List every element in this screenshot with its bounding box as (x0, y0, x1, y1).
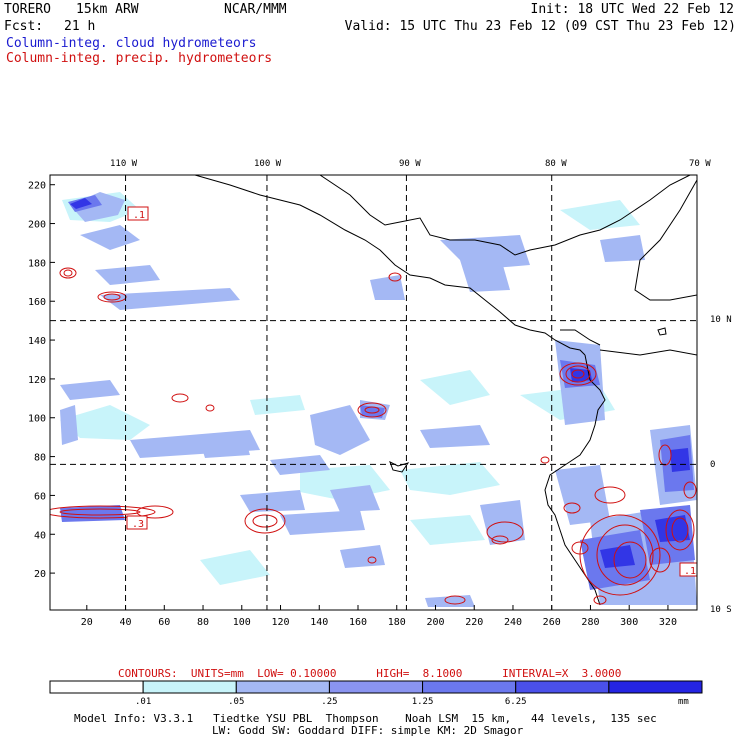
x-tick-label: 320 (659, 617, 677, 628)
forecast-label: Fcst: (4, 19, 44, 34)
y-tick-label: 200 (28, 220, 46, 231)
x-tick-label: 60 (158, 617, 170, 628)
longitude-labels: 110 W 100 W 90 W 80 W 70 W (110, 159, 711, 169)
color-bar-unit: mm (678, 697, 689, 707)
contour-label-1: .1 (127, 206, 149, 221)
lon-label-110w: 110 W (110, 159, 138, 169)
color-bin-label: 1.25 (412, 697, 434, 707)
model-info: Model Info: V3.3.1 Tiedtke YSU PBL Thomp… (74, 712, 657, 725)
init-time: Init: 18 UTC Wed 22 Feb 12 (530, 2, 735, 17)
x-tick-label: 180 (388, 617, 406, 628)
color-bin (235, 680, 330, 694)
model-resolution: 15km ARW (76, 2, 139, 17)
y-tick-label: 160 (28, 297, 46, 308)
x-tick-label: 240 (504, 617, 522, 628)
precip-contours (50, 267, 697, 605)
map-panel: .1 .3 .1 20 40 60 80 100 120 140 160 180 200 220 24… (28, 159, 732, 628)
y-tick-label: 40 (34, 530, 46, 541)
color-bin-label: .01 (135, 697, 151, 707)
map-frame (49, 174, 698, 611)
color-bin-label: .05 (228, 697, 244, 707)
valid-time: Valid: 15 UTC Thu 23 Feb 12 (09 CST Thu … (344, 19, 736, 34)
x-tick-label: 80 (197, 617, 209, 628)
contours-info: CONTOURS: UNITS=mm LOW= 0.10000 HIGH= 8.… (118, 667, 622, 680)
x-tick-label: 160 (349, 617, 367, 628)
y-tick-label: 60 (34, 491, 46, 502)
color-bin (608, 680, 703, 694)
contour-label-text: .3 (132, 519, 144, 530)
color-bin-label: 6.25 (505, 697, 527, 707)
lat-label-eq: 0 (710, 460, 715, 470)
x-tick-label: 40 (120, 617, 132, 628)
color-bin (142, 680, 237, 694)
color-bin (49, 680, 144, 694)
y-tick-label: 80 (34, 453, 46, 464)
x-tick-label: 140 (310, 617, 328, 628)
x-tick-label: 120 (271, 617, 289, 628)
model-name: TORERO (4, 2, 51, 17)
x-tick-label: 20 (81, 617, 93, 628)
color-bin (422, 680, 517, 694)
axes: 20 40 60 80 100 120 140 160 180 200 220 240 260 280 30… (28, 181, 677, 628)
y-tick-label: 120 (28, 375, 46, 386)
contour-label-text: .1 (133, 210, 145, 221)
x-tick-label: 220 (465, 617, 483, 628)
x-tick-label: 280 (581, 617, 599, 628)
color-bin-label: .25 (321, 697, 337, 707)
hydrometeor-field: .1 .3 .1 (50, 175, 697, 607)
model-center: NCAR/MMM (224, 2, 287, 17)
lat-label-10n: 10 N (710, 315, 732, 325)
lon-label-100w: 100 W (254, 159, 282, 169)
field-precip-title: Column-integ. precip. hydrometeors (6, 51, 273, 66)
contour-label-2: .3 (126, 515, 148, 530)
y-tick-label: 140 (28, 336, 46, 347)
coastlines (194, 175, 697, 606)
gridlines (50, 175, 697, 610)
forecast-hour: 21 h (64, 19, 96, 34)
y-tick-label: 20 (34, 569, 46, 580)
physics-info: LW: Godd SW: Goddard DIFF: simple KM: 2D… (212, 724, 524, 737)
x-tick-label: 260 (543, 617, 561, 628)
contour-label-text: .1 (684, 566, 696, 577)
y-tick-label: 100 (28, 414, 46, 425)
field-cloud-title: Column-integ. cloud hydrometeors (6, 36, 257, 51)
lat-label-10s: 10 S (710, 605, 732, 615)
contour-label-3: .1 (679, 562, 697, 577)
lon-label-90w: 90 W (399, 159, 421, 169)
x-tick-label: 300 (620, 617, 638, 628)
color-bin (515, 680, 610, 694)
x-tick-label: 100 (233, 617, 251, 628)
lon-label-70w: 70 W (689, 159, 711, 169)
cloud-light-areas (60, 192, 640, 585)
color-bar: .01 .05 .25 1.25 6.25 mm (49, 680, 703, 707)
x-tick-label: 200 (426, 617, 444, 628)
lon-label-80w: 80 W (545, 159, 567, 169)
y-tick-label: 180 (28, 258, 46, 269)
color-bin (328, 680, 424, 694)
y-tick-label: 220 (28, 181, 46, 192)
latitude-labels: 10 N 0 10 S (710, 315, 732, 615)
